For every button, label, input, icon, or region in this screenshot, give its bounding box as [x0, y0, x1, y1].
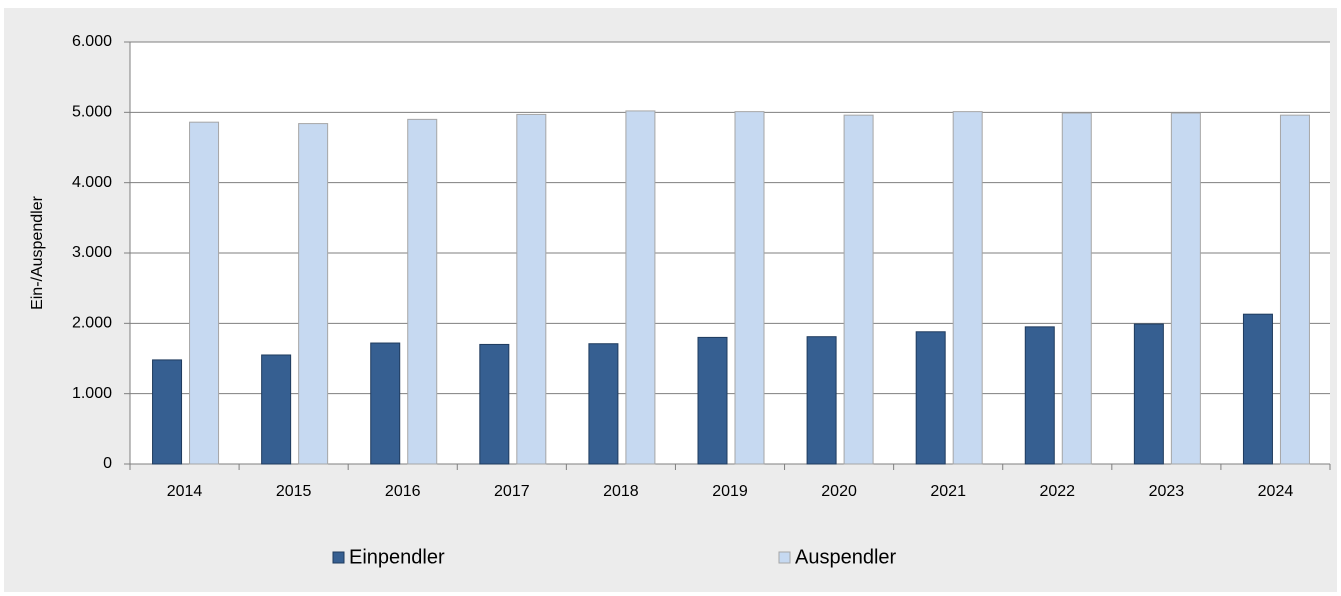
bar: [1279, 114, 1310, 465]
y-tick-label: 5.000: [72, 104, 112, 121]
legend-label: Auspendler: [795, 546, 897, 568]
bar: [298, 123, 329, 465]
bar: [407, 118, 438, 465]
bar: [261, 354, 292, 465]
x-tick-label: 2019: [712, 483, 748, 500]
y-tick-label: 2.000: [72, 315, 112, 332]
y-axis-label: Ein-/Auspendler: [29, 195, 46, 310]
x-tick-label: 2021: [930, 483, 966, 500]
y-tick-label: 3.000: [72, 244, 112, 261]
y-tick-label: 0: [103, 455, 112, 472]
bar: [516, 113, 547, 465]
bar: [952, 111, 983, 465]
bar: [1170, 112, 1201, 465]
x-tick-label: 2022: [1039, 483, 1075, 500]
x-tick-label: 2020: [821, 483, 857, 500]
x-tick-label: 2014: [167, 483, 203, 500]
bar: [625, 110, 656, 465]
bar: [1242, 313, 1273, 465]
x-tick-label: 2015: [276, 483, 312, 500]
bar: [734, 111, 765, 465]
y-tick-label: 1.000: [72, 385, 112, 402]
x-tick-label: 2024: [1258, 483, 1294, 500]
x-tick-label: 2018: [603, 483, 639, 500]
legend-swatch: [332, 551, 345, 564]
bar: [843, 114, 874, 465]
bar: [806, 336, 837, 465]
bar: [370, 342, 401, 465]
bar: [152, 359, 183, 465]
bar: [479, 343, 510, 465]
legend-label: Einpendler: [349, 546, 445, 568]
y-tick-label: 6.000: [72, 33, 112, 50]
bar: [1133, 323, 1164, 465]
bar: [1061, 112, 1092, 465]
bar: [1024, 326, 1055, 465]
legend-swatch: [778, 551, 791, 564]
bar: [915, 331, 946, 465]
x-tick-label: 2017: [494, 483, 530, 500]
x-tick-label: 2023: [1149, 483, 1185, 500]
y-tick-label: 4.000: [72, 174, 112, 191]
x-tick-label: 2016: [385, 483, 421, 500]
bar: [697, 336, 728, 465]
bar: [189, 121, 220, 465]
bar: [588, 343, 619, 465]
